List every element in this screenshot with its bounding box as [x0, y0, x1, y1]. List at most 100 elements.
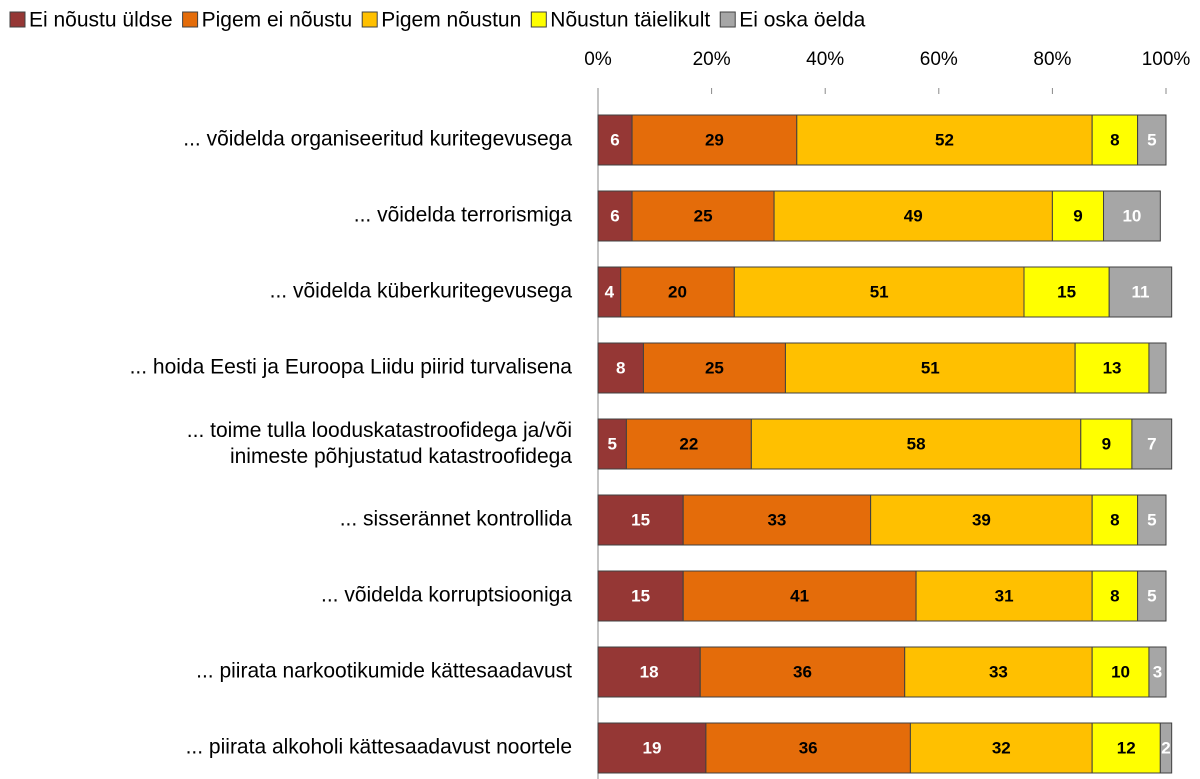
value-label: 2 — [1161, 738, 1170, 757]
bar-segment — [705, 722, 911, 774]
bar-segment — [1091, 114, 1139, 166]
bar-segment — [642, 342, 786, 394]
value-label: 6 — [610, 206, 619, 225]
bar-segment — [620, 266, 735, 318]
value-label: 39 — [972, 510, 991, 529]
category-label: ... hoida Eesti ja Euroopa Liidu piirid … — [130, 356, 573, 379]
legend-swatch — [719, 11, 736, 28]
bar-segment — [1148, 646, 1167, 698]
value-label: 25 — [694, 206, 713, 225]
value-label: 22 — [679, 434, 698, 453]
bar-segment — [904, 646, 1093, 698]
category-label: ... piirata narkootikumide kättesaadavus… — [196, 660, 572, 683]
value-label: 36 — [793, 662, 812, 681]
category-label: ... piirata alkoholi kättesaadavust noor… — [186, 736, 572, 759]
value-label: 25 — [705, 358, 724, 377]
legend-swatch — [182, 11, 199, 28]
value-label: 15 — [631, 586, 650, 605]
value-label: 8 — [616, 358, 625, 377]
x-tick-label: 100% — [1142, 49, 1191, 70]
value-label: 51 — [921, 358, 940, 377]
legend-label: Nõustun täielikult — [550, 9, 710, 32]
bar-segment — [1051, 190, 1105, 242]
bar-segment — [1137, 570, 1167, 622]
value-label: 9 — [1102, 434, 1111, 453]
bar-segment — [597, 342, 644, 394]
bar-segment — [784, 342, 1076, 394]
legend-label: Pigem ei nõustu — [202, 9, 353, 32]
value-label: 20 — [668, 282, 687, 301]
value-label: 15 — [1057, 282, 1076, 301]
value-label: 8 — [1110, 586, 1119, 605]
value-label: 31 — [995, 586, 1014, 605]
legend-swatch — [530, 11, 547, 28]
value-label: 29 — [705, 130, 724, 149]
value-label: 5 — [607, 434, 616, 453]
value-label: 19 — [642, 738, 661, 757]
bar-segment — [1103, 190, 1161, 242]
bar-segment — [597, 190, 633, 242]
value-label: 33 — [989, 662, 1008, 681]
bar-segment — [631, 114, 798, 166]
value-label: 7 — [1147, 434, 1156, 453]
bar-segment — [909, 722, 1093, 774]
value-label: 6 — [610, 130, 619, 149]
legend-swatch — [9, 11, 26, 28]
value-label: 11 — [1131, 282, 1149, 301]
bar-segment — [682, 494, 872, 546]
bar-segment — [1108, 266, 1173, 318]
bar-segment — [1148, 342, 1167, 394]
category-label: ... toime tulla looduskatastroofidega ja… — [187, 419, 573, 468]
bar-segment — [597, 114, 633, 166]
value-label: 5 — [1147, 586, 1156, 605]
bar-segment — [1137, 114, 1167, 166]
value-label: 9 — [1073, 206, 1082, 225]
category-label: ... sisserännet kontrollida — [340, 508, 573, 531]
bar-segment — [597, 418, 627, 470]
bar-segment — [597, 494, 684, 546]
value-label: 36 — [799, 738, 818, 757]
category-label: ... võidelda korruptsiooniga — [321, 584, 572, 607]
value-label: 51 — [870, 282, 889, 301]
bar-segment — [682, 570, 917, 622]
bar-segment — [1091, 494, 1139, 546]
bar-segment — [733, 266, 1025, 318]
bar-segment — [750, 418, 1082, 470]
value-label: 5 — [1147, 510, 1156, 529]
value-label: 10 — [1122, 206, 1141, 225]
value-label: 33 — [767, 510, 786, 529]
legend-swatch — [361, 11, 378, 28]
value-label: 58 — [907, 434, 926, 453]
bar-segment — [625, 418, 752, 470]
value-label: 4 — [605, 282, 615, 301]
value-label: 15 — [631, 510, 650, 529]
category-label: ... võidelda küberkuritegevusega — [270, 280, 573, 303]
x-tick-label: 80% — [1033, 49, 1071, 70]
value-label: 8 — [1110, 510, 1119, 529]
value-label: 5 — [1147, 130, 1156, 149]
legend-label: Ei nõustu üldse — [29, 9, 173, 32]
value-label: 13 — [1103, 358, 1122, 377]
bar-segment — [1159, 722, 1173, 774]
bar-segment — [796, 114, 1093, 166]
x-tick-label: 20% — [693, 49, 731, 70]
legend-label: Ei oska öelda — [739, 9, 865, 32]
x-tick-label: 0% — [584, 49, 612, 70]
value-label: 49 — [904, 206, 923, 225]
value-label: 32 — [992, 738, 1011, 757]
bar-segment — [1137, 494, 1167, 546]
bar-segment — [1023, 266, 1110, 318]
bar-segment — [1074, 342, 1150, 394]
category-label: ... võidelda terrorismiga — [354, 204, 573, 227]
bar-segment — [1091, 646, 1150, 698]
bar-segment — [1131, 418, 1173, 470]
value-label: 41 — [790, 586, 809, 605]
x-tick-label: 40% — [806, 49, 844, 70]
value-label: 3 — [1153, 662, 1162, 681]
value-label: 12 — [1117, 738, 1136, 757]
value-label: 52 — [935, 130, 954, 149]
bar-segment — [597, 722, 707, 774]
bar-segment — [870, 494, 1093, 546]
value-label: 8 — [1110, 130, 1119, 149]
